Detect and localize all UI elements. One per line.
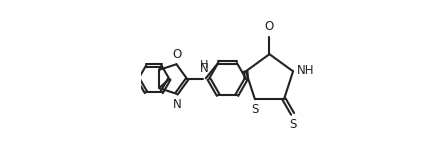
Text: N: N — [173, 98, 182, 111]
Text: S: S — [251, 103, 258, 116]
Text: H: H — [200, 60, 208, 70]
Text: NH: NH — [297, 64, 314, 77]
Text: O: O — [265, 20, 274, 33]
Text: O: O — [173, 48, 182, 61]
Text: S: S — [290, 118, 297, 131]
Text: N: N — [200, 62, 208, 75]
